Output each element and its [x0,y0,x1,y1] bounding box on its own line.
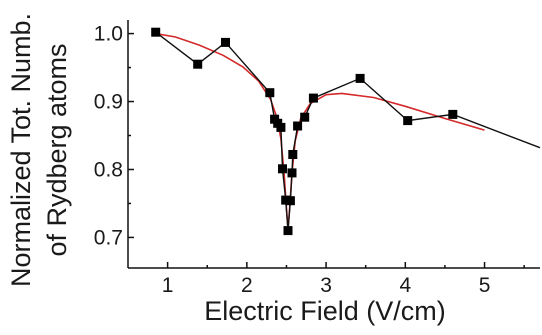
data-series-line [155,31,541,231]
data-point-marker [193,59,203,69]
x-tick-label: 1 [162,274,174,297]
data-point-marker [287,168,297,178]
x-tick-label: 5 [479,274,491,297]
x-tick-label: 2 [241,274,253,297]
data-point-marker [276,122,286,132]
y-tick-label: 0.9 [94,91,123,114]
data-point-marker [221,37,230,47]
data-point-marker [285,196,295,206]
x-tick-label: 3 [320,274,332,297]
data-point-marker [300,112,310,122]
data-point-marker [278,164,287,174]
data-series-layer [155,31,541,231]
y-axis-title-line-2: of Rydberg atoms [42,43,72,256]
data-point-marker [293,121,303,131]
data-point-marker [448,109,458,119]
x-tick-label: 4 [399,274,411,297]
y-tick-label: 0.7 [94,226,123,249]
data-point-marker [265,88,275,98]
y-axis-title-line-1: Normalized Tot. Numb. [6,13,36,287]
x-axis-title: Electric Field (V/cm) [204,296,446,326]
y-tick-label: 0.8 [94,158,123,181]
plot-area [127,20,540,269]
data-point-marker [355,73,365,83]
fit-curve-layer [155,32,485,230]
fit-curve [155,32,485,230]
data-point-marker [308,93,318,103]
data-point-marker [151,27,161,37]
ticks: 1 2 3 4 5 0.7 0.8 0.9 1.0 [94,23,525,297]
data-point-marker [403,116,413,126]
y-tick-label: 1.0 [94,23,123,46]
data-point-marker [288,150,298,159]
data-point-marker [281,195,291,205]
data-point-marker [283,226,293,236]
data-markers-layer [151,27,458,236]
